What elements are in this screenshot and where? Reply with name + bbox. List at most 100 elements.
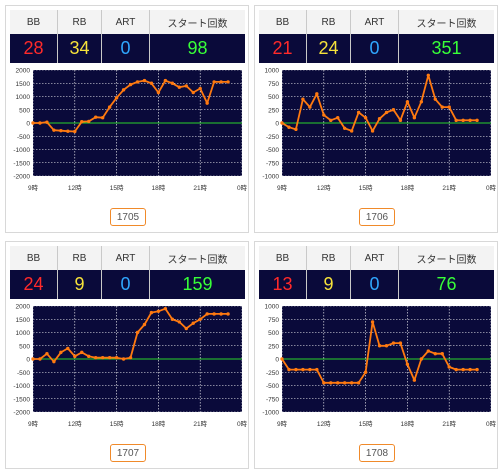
data-point — [114, 355, 119, 360]
data-point — [128, 355, 133, 360]
x-tick-label: 18時 — [152, 184, 166, 192]
x-tick-label: 0時 — [237, 184, 248, 192]
bb-count: 24 — [10, 270, 58, 299]
y-tick-label: 0 — [275, 357, 279, 364]
data-point — [100, 355, 105, 360]
stats-table: BB RB ART スタート回数 28 34 0 98 — [10, 10, 245, 63]
header-rb: RB — [58, 10, 102, 34]
machine-card-1705: BB RB ART スタート回数 28 34 0 98 2000 1500 1000… — [5, 5, 249, 233]
stats-value-row: 13 9 0 76 — [259, 270, 494, 299]
data-point — [100, 116, 105, 120]
data-point — [135, 330, 140, 335]
header-art: ART — [102, 10, 150, 34]
data-point — [280, 357, 284, 361]
data-point — [45, 120, 49, 124]
x-tick-label: 9時 — [28, 420, 39, 428]
y-tick-label: 2000 — [16, 304, 31, 311]
data-point — [38, 121, 42, 125]
data-point — [31, 357, 35, 361]
x-tick-label: 12時 — [68, 420, 82, 428]
data-point — [142, 78, 147, 83]
data-point — [280, 121, 284, 125]
start-count: 98 — [187, 38, 208, 58]
data-point — [370, 129, 375, 133]
data-point — [419, 357, 424, 361]
data-point — [219, 80, 223, 84]
rb-count: 34 — [58, 34, 102, 63]
data-point — [163, 306, 168, 311]
x-tick-label: 18時 — [401, 184, 415, 192]
data-point — [59, 128, 63, 133]
slump-graph: 2000 1500 1000 500 0 -500 -1000 -1500 -2000 9時 12時… — [13, 68, 248, 193]
data-point — [107, 105, 112, 109]
data-point — [287, 367, 291, 372]
data-point — [336, 381, 340, 385]
data-point — [391, 108, 396, 112]
data-point — [315, 367, 319, 372]
header-rb: RB — [307, 10, 351, 34]
rb-count: 24 — [307, 34, 351, 63]
data-point — [343, 381, 347, 385]
stats-value-row: 21 24 0 351 — [259, 34, 494, 63]
data-point — [384, 110, 389, 115]
y-tick-label: -1000 — [13, 147, 30, 154]
y-tick-label: -750 — [266, 396, 279, 403]
x-tick-label: 0時 — [237, 420, 248, 428]
data-point — [52, 359, 56, 364]
header-start: スタート回数 — [416, 18, 477, 30]
data-point — [343, 126, 347, 130]
data-point — [363, 370, 368, 374]
x-tick-label: 12時 — [317, 420, 331, 428]
y-tick-label: 1500 — [16, 317, 31, 324]
data-point — [447, 365, 451, 369]
stats-table: BB RB ART スタート回数 21 24 0 351 — [259, 10, 494, 63]
y-tick-label: 750 — [268, 317, 279, 324]
data-point — [87, 354, 91, 359]
rb-count: 9 — [307, 270, 351, 299]
stats-table: BB RB ART スタート回数 13 9 0 76 — [259, 246, 494, 299]
data-point — [398, 118, 403, 123]
machine-number-button[interactable]: 1707 — [110, 444, 146, 462]
art-count: 0 — [102, 270, 150, 299]
x-tick-label: 15時 — [110, 184, 124, 192]
y-tick-label: 1000 — [265, 304, 280, 311]
machine-number-button[interactable]: 1708 — [359, 444, 395, 462]
data-point — [205, 312, 209, 316]
stats-header-row: BB RB ART スタート回数 — [259, 246, 494, 270]
y-tick-label: -250 — [266, 134, 279, 141]
header-start: スタート回数 — [167, 18, 228, 30]
data-point — [156, 90, 161, 95]
data-point — [66, 346, 70, 351]
data-point — [412, 116, 417, 120]
data-point — [356, 381, 361, 385]
data-point — [405, 362, 410, 366]
y-tick-label: 750 — [268, 81, 279, 88]
data-point — [184, 326, 188, 331]
y-tick-label: 500 — [19, 343, 30, 350]
data-point — [322, 381, 326, 385]
data-point — [468, 367, 472, 372]
data-point — [315, 92, 319, 96]
x-tick-label: 12時 — [317, 184, 331, 192]
bb-count: 21 — [259, 34, 307, 63]
stats-value-row: 28 34 0 98 — [10, 34, 245, 63]
rb-count: 9 — [58, 270, 102, 299]
machine-number-button[interactable]: 1706 — [359, 208, 395, 226]
x-tick-label: 9時 — [277, 420, 288, 428]
art-count: 0 — [351, 270, 399, 299]
x-tick-label: 15時 — [110, 420, 124, 428]
data-point — [212, 312, 216, 316]
machine-number-button[interactable]: 1705 — [110, 208, 146, 226]
data-point — [198, 317, 202, 321]
slump-graph: 2000 1500 1000 500 0 -500 -1000 -1500 -2000 9時 12時… — [13, 304, 248, 429]
header-art: ART — [351, 246, 399, 270]
data-point — [198, 86, 202, 91]
y-tick-label: -500 — [17, 370, 30, 377]
data-point — [405, 100, 410, 104]
data-point — [94, 115, 98, 119]
start-count: 159 — [182, 274, 213, 294]
data-point — [94, 355, 98, 360]
x-tick-label: 21時 — [193, 420, 207, 428]
data-point — [426, 349, 430, 353]
data-point — [191, 90, 195, 95]
